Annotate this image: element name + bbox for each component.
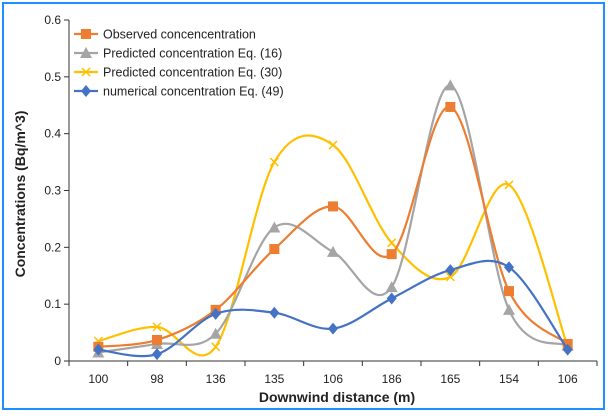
data-point-marker	[269, 244, 280, 255]
series-line	[98, 134, 569, 357]
data-point-marker	[328, 140, 338, 150]
legend-label: Observed concencentration	[103, 28, 256, 42]
y-tick-label: 0.1	[44, 297, 61, 311]
series-4	[93, 259, 573, 361]
series-line	[98, 105, 569, 348]
y-tick-label: 0.4	[44, 127, 61, 141]
data-point-marker	[269, 306, 280, 319]
data-point-marker	[152, 334, 162, 345]
legend: Observed concencentration Predicted conce…	[74, 28, 284, 99]
data-point-marker	[327, 245, 339, 257]
x-tick-label: 136	[206, 372, 226, 386]
legend-entry: Predicted concentration Eq. (16)	[74, 47, 282, 61]
data-point-marker	[211, 342, 221, 352]
legend-entry: Predicted concentration Eq. (30)	[74, 66, 282, 80]
x-axis-label: Downwind distance (m)	[259, 389, 415, 405]
data-point-marker	[152, 322, 162, 332]
series-3	[93, 134, 573, 357]
data-point-marker	[503, 303, 515, 315]
data-point-marker	[504, 261, 514, 274]
line-chart: 0 0.1 0.2 0.3 0.4 0.5 0.6 100 98 136 135 106 186 165 1…	[12, 13, 598, 405]
legend-marker	[81, 85, 91, 97]
data-point-marker	[445, 264, 456, 277]
legend-entry: numerical concentration Eq. (49)	[74, 85, 284, 99]
data-point-marker	[269, 157, 279, 167]
data-point-marker	[386, 249, 397, 260]
chart-frame: 0 0.1 0.2 0.3 0.4 0.5 0.6 100 98 136 135 106 186 165 1…	[2, 2, 605, 410]
legend-label: numerical concentration Eq. (49)	[103, 85, 284, 99]
series-lines	[92, 79, 574, 361]
y-tick-label: 0.5	[44, 70, 61, 84]
series-2	[92, 79, 574, 358]
data-point-marker	[386, 292, 397, 305]
x-tick-label: 98	[150, 372, 164, 386]
series-1	[93, 101, 573, 352]
legend-label: Predicted concentration Eq. (16)	[103, 47, 282, 61]
legend-marker	[81, 67, 91, 77]
data-point-marker	[504, 286, 514, 297]
series-line	[98, 259, 569, 358]
data-point-marker	[385, 281, 398, 293]
x-tick-label: 154	[499, 372, 519, 386]
y-tick-label: 0.3	[44, 184, 61, 198]
y-axis-label: Concentrations (Bq/m^3)	[12, 111, 28, 278]
axes: 0 0.1 0.2 0.3 0.4 0.5 0.6 100 98 136 135 106 186 165 1…	[44, 13, 598, 386]
x-tick-label: 135	[264, 372, 284, 386]
x-tick-label: 100	[88, 372, 108, 386]
data-point-marker	[328, 322, 338, 335]
legend-label: Predicted concentration Eq. (30)	[103, 66, 282, 80]
y-tick-label: 0.6	[44, 13, 61, 27]
data-point-marker	[209, 327, 222, 339]
data-point-marker	[445, 272, 455, 282]
data-point-marker	[444, 79, 457, 91]
data-point-marker	[328, 201, 338, 212]
y-tick-label: 0.2	[44, 240, 61, 254]
data-point-marker	[562, 343, 573, 356]
legend-marker	[80, 47, 92, 58]
data-point-marker	[152, 348, 162, 361]
x-tick-label: 106	[323, 372, 343, 386]
y-tick-label: 0	[54, 354, 61, 368]
legend-entry: Observed concencentration	[74, 28, 256, 42]
x-tick-label: 186	[382, 372, 402, 386]
data-point-marker	[445, 101, 456, 112]
data-point-marker	[268, 221, 281, 233]
data-point-marker	[504, 180, 514, 190]
data-point-marker	[93, 343, 104, 356]
data-point-marker	[210, 307, 221, 320]
x-tick-label: 165	[440, 372, 460, 386]
series-line	[98, 84, 569, 354]
legend-marker	[81, 29, 91, 39]
data-point-marker	[387, 238, 397, 248]
x-tick-label: 106	[558, 372, 578, 386]
